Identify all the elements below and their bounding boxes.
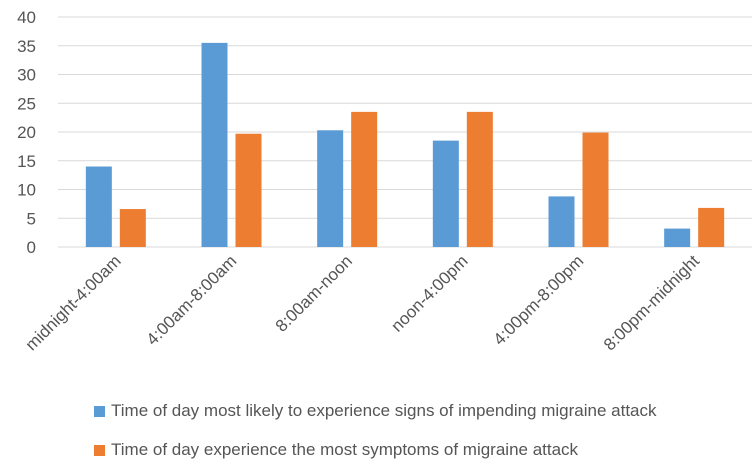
x-tick-label-0: midnight-4:00am bbox=[22, 251, 125, 354]
x-tick-label-3: noon-4:00pm bbox=[387, 251, 471, 335]
legend-swatch-series-2 bbox=[94, 444, 105, 456]
x-axis-labels: midnight-4:00am 4:00am-8:00am 8:00am-noon n… bbox=[22, 251, 703, 354]
bar-series-1-5 bbox=[664, 228, 691, 247]
x-tick-label-4: 4:00pm-8:00pm bbox=[490, 251, 588, 349]
y-tick-20: 20 bbox=[17, 123, 36, 142]
bar-series-1-4 bbox=[548, 196, 575, 247]
legend-item-series-2: Time of day experience the most symptoms… bbox=[94, 440, 578, 460]
y-tick-25: 25 bbox=[17, 94, 36, 113]
y-tick-40: 40 bbox=[17, 8, 36, 27]
bar-series-2-1 bbox=[235, 133, 262, 247]
bar-chart: 0 5 10 15 20 25 30 35 40 midnight-4:00am 4:00am-8… bbox=[17, 8, 752, 354]
x-tick-label-1: 4:00am-8:00am bbox=[143, 251, 241, 349]
bar-series-2-5 bbox=[698, 207, 725, 247]
bar-series-1-0 bbox=[85, 166, 112, 247]
y-tick-30: 30 bbox=[17, 66, 36, 85]
y-axis-ticks: 0 5 10 15 20 25 30 35 40 bbox=[17, 8, 36, 257]
bar-series-1-1 bbox=[201, 42, 228, 247]
bar-series-2-0 bbox=[119, 209, 146, 247]
legend-swatch-series-1 bbox=[94, 405, 105, 417]
bar-series-1-3 bbox=[432, 140, 459, 247]
bar-series-2-3 bbox=[466, 111, 493, 247]
legend-label-series-2: Time of day experience the most symptoms… bbox=[111, 440, 579, 459]
y-tick-15: 15 bbox=[17, 152, 36, 171]
x-tick-label-5: 8:00pm-midnight bbox=[600, 251, 703, 354]
x-tick-label-2: 8:00am-noon bbox=[272, 251, 356, 335]
bars bbox=[85, 42, 725, 247]
y-tick-35: 35 bbox=[17, 37, 36, 56]
y-tick-10: 10 bbox=[17, 181, 36, 200]
legend-label-series-1: Time of day most likely to experience si… bbox=[111, 401, 657, 420]
gridlines bbox=[58, 16, 752, 248]
y-tick-0: 0 bbox=[27, 238, 36, 257]
bar-series-1-2 bbox=[317, 130, 344, 247]
bar-series-2-4 bbox=[582, 132, 609, 247]
y-tick-5: 5 bbox=[27, 209, 36, 228]
legend-item-series-1: Time of day most likely to experience si… bbox=[94, 401, 657, 421]
bar-series-2-2 bbox=[351, 111, 378, 247]
